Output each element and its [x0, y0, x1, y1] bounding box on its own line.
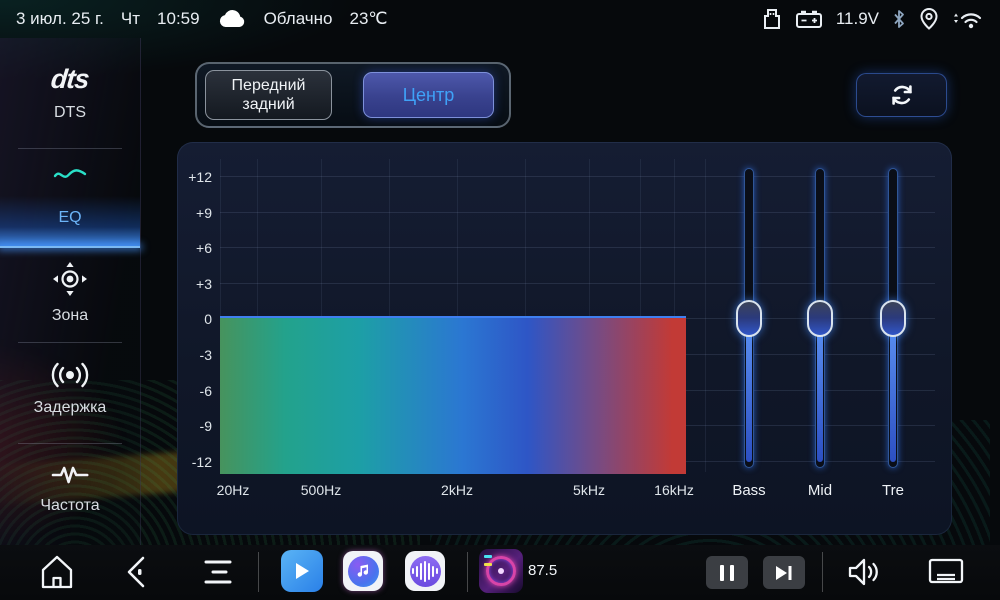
reset-button[interactable] [856, 73, 947, 117]
sidebar-item-delay[interactable]: Задержка [0, 360, 140, 417]
active-item-highlight [0, 196, 140, 248]
status-date: 3 июл. 25 г. [16, 9, 104, 28]
turntable-icon [486, 556, 516, 586]
radio-app-icon[interactable] [479, 549, 523, 593]
slider-thumb[interactable] [736, 300, 762, 337]
sidebar-item-label: Задержка [33, 399, 107, 416]
refresh-icon [887, 80, 917, 110]
status-day: Чт [120, 9, 141, 28]
divider [467, 552, 468, 592]
sidebar-item-label: DTS [54, 104, 86, 121]
play-app-icon[interactable] [281, 550, 323, 592]
x-tick: 20Hz [216, 482, 250, 498]
sidebar-item-zone[interactable]: Зона [0, 260, 140, 325]
location-icon [919, 7, 939, 31]
eq-panel: +12 +9 +6 +3 0 -3 -6 -9 -12 20Hz 500Hz 2… [177, 142, 952, 535]
sidebar-item-frequency[interactable]: Частота [0, 462, 140, 515]
next-track-icon [774, 564, 794, 582]
y-tick: 0 [204, 311, 212, 327]
back-button[interactable] [122, 554, 152, 590]
car-battery-icon [795, 8, 823, 30]
voice-app-icon[interactable] [405, 551, 445, 591]
sidebar-item-label: Зона [51, 307, 89, 324]
equalizer-icon [0, 164, 140, 200]
x-tick: 5kHz [573, 482, 605, 498]
bottom-dock: 87.5 [0, 545, 1000, 600]
y-tick: -12 [191, 454, 212, 470]
divider [18, 342, 122, 343]
frequency-icon [0, 462, 140, 488]
y-tick: +3 [196, 276, 212, 292]
slider-thumb[interactable] [880, 300, 906, 337]
tab-label: Центр [402, 84, 455, 105]
slider-thumb[interactable] [807, 300, 833, 337]
divider [18, 148, 122, 149]
mid-label: Mid [807, 482, 833, 499]
usb-icon [762, 8, 782, 30]
tab-front-rear[interactable]: Передний задний [205, 70, 332, 120]
waveform-icon [409, 555, 441, 587]
dts-logo: dts [49, 64, 91, 94]
divider [18, 443, 122, 444]
pause-icon [720, 564, 734, 581]
sidebar-item-dts[interactable]: dts DTS [0, 64, 140, 122]
bluetooth-icon [892, 8, 906, 30]
music-note-icon [347, 555, 379, 587]
pause-button[interactable] [706, 556, 748, 589]
sidebar: dts DTS EQ З [0, 38, 141, 545]
radio-app-detail [484, 555, 492, 558]
status-voltage: 11.9V [835, 9, 879, 28]
zone-icon [0, 260, 140, 298]
cloud-icon [217, 9, 247, 29]
y-tick: -6 [199, 383, 212, 399]
slider-fill [890, 328, 896, 462]
status-time: 10:59 [157, 9, 200, 28]
sidebar-item-label: EQ [58, 209, 82, 226]
slider-fill [817, 328, 823, 462]
y-tick: -9 [199, 418, 212, 434]
slider-fill [746, 328, 752, 462]
music-app-icon[interactable] [343, 551, 383, 591]
sidebar-item-label: Частота [40, 497, 100, 514]
menu-button[interactable] [203, 558, 233, 586]
y-tick: +6 [196, 240, 212, 256]
home-button[interactable] [40, 553, 74, 591]
sidebar-item-eq[interactable]: EQ [0, 164, 140, 227]
volume-button[interactable] [845, 556, 881, 588]
treble-slider[interactable] [880, 168, 906, 468]
mid-slider[interactable] [807, 168, 833, 468]
delay-icon [0, 360, 140, 390]
tab-center[interactable]: Центр [363, 72, 494, 118]
bass-slider[interactable] [736, 168, 762, 468]
x-tick: 2kHz [441, 482, 473, 498]
radio-frequency: 87.5 [528, 562, 558, 579]
y-tick: +9 [196, 205, 212, 221]
y-tick: -3 [199, 347, 212, 363]
wifi-icon [952, 8, 984, 30]
display-button[interactable] [928, 557, 964, 587]
treble-label: Tre [882, 482, 904, 499]
status-weather: Облачно [263, 9, 333, 28]
y-tick: +12 [188, 169, 212, 185]
divider [822, 552, 823, 592]
next-track-button[interactable] [763, 556, 805, 589]
divider [258, 552, 259, 592]
status-bar: 3 июл. 25 г. Чт 10:59 Облачно 23℃ 11.9V [0, 0, 1000, 38]
tab-label: Передний задний [231, 77, 306, 113]
bass-label: Bass [732, 482, 766, 499]
x-tick: 16kHz [654, 482, 694, 498]
status-temperature: 23℃ [349, 9, 388, 28]
eq-curve-area[interactable] [220, 316, 686, 474]
x-tick: 500Hz [300, 482, 342, 498]
